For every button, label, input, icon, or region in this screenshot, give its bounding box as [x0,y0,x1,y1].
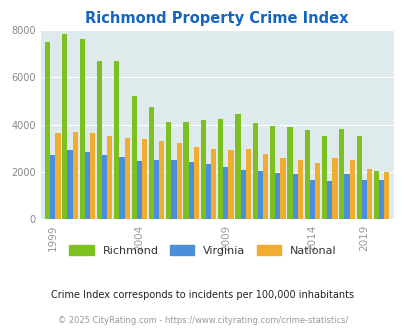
Bar [245,149,250,219]
Bar [349,160,354,219]
Bar [188,162,193,219]
Bar [205,164,211,219]
Bar [72,132,78,219]
Bar [275,173,280,219]
Bar [321,136,326,219]
Bar [252,123,257,219]
Bar [55,133,60,219]
Bar [79,39,85,219]
Bar [235,114,240,219]
Bar [107,136,112,219]
Bar [257,171,262,219]
Bar [304,130,309,219]
Bar [193,147,198,219]
Bar [149,107,153,219]
Bar [339,129,343,219]
Bar [269,126,275,219]
Bar [102,155,107,219]
Text: © 2025 CityRating.com - https://www.cityrating.com/crime-statistics/: © 2025 CityRating.com - https://www.city… [58,316,347,325]
Bar [343,174,349,219]
Text: Crime Index corresponds to incidents per 100,000 inhabitants: Crime Index corresponds to incidents per… [51,290,354,300]
Bar [62,34,67,219]
Bar [326,181,332,219]
Bar [287,127,292,219]
Bar [119,157,124,219]
Bar [136,161,141,219]
Title: Richmond Property Crime Index: Richmond Property Crime Index [85,11,348,26]
Bar [124,138,130,219]
Bar [384,173,388,219]
Bar [217,119,223,219]
Bar [332,158,337,219]
Bar [240,170,245,219]
Bar [366,169,371,219]
Bar [176,143,181,219]
Bar [90,133,95,219]
Bar [356,136,361,219]
Bar [153,160,159,219]
Bar [373,171,378,219]
Bar [378,180,384,219]
Bar [361,180,366,219]
Bar [280,158,285,219]
Bar [67,150,72,219]
Bar [200,120,205,219]
Bar [45,42,50,219]
Bar [159,141,164,219]
Bar [309,180,314,219]
Bar [50,155,55,219]
Bar [292,174,297,219]
Bar [297,160,302,219]
Bar [141,139,147,219]
Bar [228,150,233,219]
Bar [171,160,176,219]
Bar [114,61,119,219]
Bar [262,154,268,219]
Bar [131,96,136,219]
Bar [85,152,90,219]
Legend: Richmond, Virginia, National: Richmond, Virginia, National [65,241,340,260]
Bar [314,163,320,219]
Bar [211,149,216,219]
Bar [223,167,228,219]
Bar [183,122,188,219]
Bar [166,122,171,219]
Bar [97,60,102,219]
